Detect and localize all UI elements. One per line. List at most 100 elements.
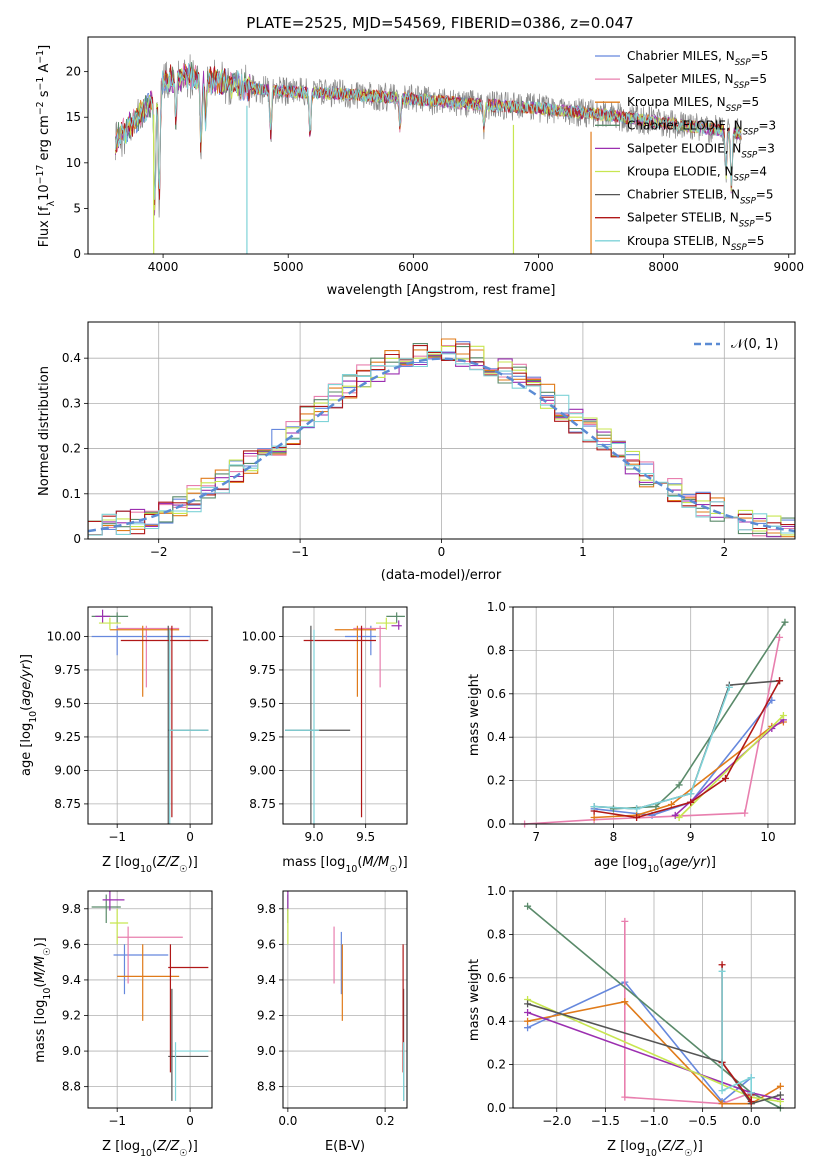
y-tick-label: 0.3 bbox=[62, 396, 81, 410]
data-point bbox=[386, 612, 405, 624]
x-tick-label: 2 bbox=[720, 545, 728, 559]
series-marker bbox=[609, 805, 617, 813]
y-tick-label: 8.75 bbox=[249, 797, 276, 811]
series-marker bbox=[776, 677, 784, 685]
data-point bbox=[169, 629, 209, 824]
x-tick-label: 8 bbox=[610, 830, 618, 844]
series-marker bbox=[741, 809, 749, 817]
series-marker bbox=[747, 1074, 755, 1082]
spectrum-plot-area bbox=[115, 54, 742, 254]
data-point bbox=[117, 926, 183, 984]
series-marker bbox=[776, 633, 784, 641]
y-tick-label: 0.0 bbox=[487, 817, 506, 831]
legend-entry: Salpeter ELODIE, NSSP=3 bbox=[627, 141, 775, 160]
series-line bbox=[524, 637, 781, 825]
legend: Chabrier MILES, NSSP=5 Salpeter MILES, NS… bbox=[595, 49, 776, 253]
y-tick-label: 0 bbox=[73, 532, 81, 546]
y-tick-label: 9.6 bbox=[257, 937, 276, 951]
x-tick-label: 9000 bbox=[773, 260, 804, 274]
y-tick-label: 9.50 bbox=[249, 696, 276, 710]
mass-vs-EBV-chart: 0.0 0.2 8.8 9.0 9.2 9.4 9.6 9.8 bbox=[257, 890, 408, 1128]
data-point bbox=[95, 609, 110, 624]
series-marker bbox=[524, 1024, 532, 1032]
axes-frame bbox=[282, 606, 408, 825]
age-vs-mass-plot-area bbox=[285, 612, 405, 824]
mass-vs-Z-plot-area bbox=[91, 891, 209, 1101]
y-tick-label: 0.1 bbox=[62, 487, 81, 501]
series-marker bbox=[621, 998, 629, 1006]
series-marker bbox=[621, 917, 629, 925]
legend-entry: 𝒩(0, 1) bbox=[731, 337, 778, 352]
y-tick-label: 0.8 bbox=[487, 643, 506, 657]
x-tick-label: 10 bbox=[760, 830, 775, 844]
mass-vs-Z-chart: −1 0 8.8 9.0 9.2 9.4 9.6 9.8 bbox=[62, 890, 213, 1128]
y-tick-label: 0.8 bbox=[487, 927, 506, 941]
axes-frame bbox=[87, 606, 213, 825]
series-marker bbox=[667, 800, 675, 808]
mass-vs-EBV-plot-area bbox=[287, 891, 405, 1101]
y-axis-label: mass [log10(M/M☉)] bbox=[33, 937, 53, 1063]
y-tick-label: 0.2 bbox=[487, 774, 506, 788]
x-tick-label: −1 bbox=[108, 1114, 126, 1128]
series-marker bbox=[747, 1097, 755, 1105]
data-point bbox=[109, 908, 129, 945]
mass-weight-vs-age-chart: 7 8 9 10 0.0 0.2 0.4 0.6 0.8 1.0 bbox=[487, 600, 796, 844]
series-marker bbox=[725, 683, 733, 691]
data-point bbox=[376, 617, 397, 630]
y-tick-label: 0.4 bbox=[487, 1014, 506, 1028]
y-tick-label: 9.75 bbox=[249, 663, 276, 677]
data-point bbox=[285, 629, 320, 824]
data-point bbox=[102, 891, 125, 911]
y-tick-label: 9.4 bbox=[257, 973, 276, 987]
x-tick-label: −2.0 bbox=[542, 1114, 571, 1128]
y-tick-label: 9.2 bbox=[257, 1009, 276, 1023]
y-tick-label: 9.4 bbox=[62, 973, 81, 987]
y-tick-label: 0.6 bbox=[487, 687, 506, 701]
mass-weight-vs-age-plot-area bbox=[521, 618, 789, 828]
y-tick-label: 9.0 bbox=[257, 1044, 276, 1058]
y-tick-label: 0 bbox=[73, 247, 81, 261]
series-marker bbox=[633, 805, 641, 813]
y-tick-label: 9.25 bbox=[249, 730, 276, 744]
series-marker bbox=[721, 774, 729, 782]
x-axis-label: Z [log10(Z/Z☉)] bbox=[102, 1139, 198, 1159]
axes-frame bbox=[87, 36, 796, 255]
series-marker bbox=[524, 902, 532, 910]
y-tick-label: 9.8 bbox=[62, 902, 81, 916]
y-tick-label: 0.2 bbox=[487, 1058, 506, 1072]
series-marker bbox=[590, 813, 598, 821]
data-point bbox=[120, 625, 209, 818]
data-point bbox=[391, 620, 402, 630]
x-axis-label: (data-model)/error bbox=[381, 568, 502, 583]
series-line bbox=[594, 687, 731, 810]
x-tick-label: 9.5 bbox=[356, 830, 375, 844]
normal-curve bbox=[88, 357, 795, 533]
series-marker bbox=[718, 967, 726, 975]
x-tick-label: 4000 bbox=[148, 260, 179, 274]
y-tick-label: 0.0 bbox=[487, 1101, 506, 1115]
y-tick-label: 9.2 bbox=[62, 1009, 81, 1023]
x-tick-label: 8000 bbox=[648, 260, 679, 274]
x-tick-label: −1 bbox=[291, 545, 309, 559]
y-axis-label: mass weight bbox=[467, 674, 482, 756]
data-point bbox=[285, 625, 351, 824]
series-line bbox=[613, 621, 786, 810]
series-marker bbox=[633, 813, 641, 821]
legend-entry: Salpeter STELIB, NSSP=5 bbox=[627, 211, 772, 230]
x-axis-label: Z [log10(Z/Z☉)] bbox=[607, 1139, 703, 1159]
x-tick-label: 7000 bbox=[523, 260, 554, 274]
x-axis-label: E(B-V) bbox=[325, 1139, 365, 1154]
y-tick-label: 10.00 bbox=[47, 629, 81, 643]
series-line bbox=[594, 680, 780, 810]
y-tick-label: 15 bbox=[66, 110, 81, 124]
x-tick-label: 7 bbox=[532, 830, 540, 844]
y-tick-label: 0.2 bbox=[62, 442, 81, 456]
y-tick-label: 9.6 bbox=[62, 937, 81, 951]
series-marker bbox=[687, 798, 695, 806]
data-point bbox=[113, 944, 169, 995]
series-marker bbox=[776, 1091, 784, 1099]
series-marker bbox=[776, 1097, 784, 1105]
x-tick-label: 9.0 bbox=[304, 830, 323, 844]
series-line bbox=[594, 699, 773, 817]
data-point bbox=[303, 625, 376, 818]
